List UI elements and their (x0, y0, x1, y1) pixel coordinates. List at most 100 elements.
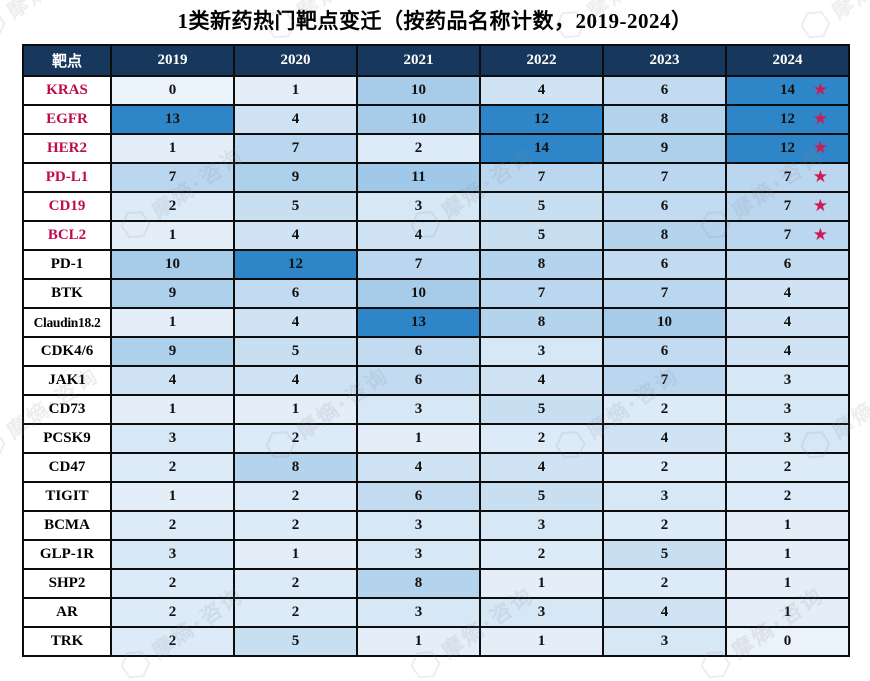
target-label-HER2: HER2 (22, 133, 112, 164)
cell-value: 3 (537, 517, 546, 533)
cell-value: 2 (291, 488, 300, 504)
cell-value: 4 (414, 227, 423, 243)
value-cell-CD19-2022: 5 (479, 191, 604, 222)
value-cell-KRAS-2024: 14 ★ (725, 75, 850, 106)
cell-value: 1 (783, 604, 792, 620)
cell-value: 9 (291, 169, 300, 185)
star-icon: ★ (812, 79, 828, 100)
cell-value: 3 (414, 604, 423, 620)
cell-value: 4 (291, 111, 300, 127)
target-label-PCSK9: PCSK9 (22, 423, 112, 454)
value-cell-Claudin18.2-2021: 13 (356, 307, 481, 338)
table-row-PD-1: PD-1 10 12 7 8 6 6 (22, 249, 850, 280)
cell-value: 2 (291, 575, 300, 591)
value-cell-CD47-2021: 4 (356, 452, 481, 483)
value-cell-AR-2021: 3 (356, 597, 481, 628)
value-cell-PD-L1-2019: 7 (110, 162, 235, 193)
value-cell-BCMA-2021: 3 (356, 510, 481, 541)
cell-value: 3 (537, 343, 546, 359)
value-cell-TIGIT-2019: 1 (110, 481, 235, 512)
value-cell-CD47-2022: 4 (479, 452, 604, 483)
value-cell-CD19-2020: 5 (233, 191, 358, 222)
value-cell-BCL2-2023: 8 (602, 220, 727, 251)
cell-value: 3 (783, 430, 792, 446)
value-cell-PD-1-2019: 10 (110, 249, 235, 280)
value-cell-Claudin18.2-2023: 10 (602, 307, 727, 338)
cell-value: 2 (783, 459, 792, 475)
cell-value: 2 (660, 459, 669, 475)
cell-value: 1 (537, 633, 546, 649)
page-title: 1类新药热门靶点变迁（按药品名称计数，2019-2024） (177, 9, 693, 33)
value-cell-PCSK9-2019: 3 (110, 423, 235, 454)
cell-value: 8 (291, 459, 300, 475)
value-cell-PD-1-2022: 8 (479, 249, 604, 280)
table-row-BCMA: BCMA 2 2 3 3 2 1 (22, 510, 850, 541)
value-cell-CD73-2021: 3 (356, 394, 481, 425)
value-cell-EGFR-2020: 4 (233, 104, 358, 135)
table-row-CD47: CD47 2 8 4 4 2 2 (22, 452, 850, 483)
star-icon: ★ (812, 137, 828, 158)
target-label-Claudin18.2: Claudin18.2 (22, 307, 112, 338)
cell-value: 8 (537, 314, 546, 330)
value-cell-BTK-2023: 7 (602, 278, 727, 309)
star-icon: ★ (812, 195, 828, 216)
cell-value: 5 (291, 343, 300, 359)
value-cell-CD73-2022: 5 (479, 394, 604, 425)
cell-value: 5 (537, 401, 546, 417)
value-cell-HER2-2019: 1 (110, 133, 235, 164)
cell-value: 5 (660, 546, 669, 562)
cell-value: 3 (537, 604, 546, 620)
cell-value: 7 (660, 285, 669, 301)
table-row-PD-L1: PD-L1 7 9 11 7 7 7 ★ (22, 162, 850, 193)
value-cell-AR-2020: 2 (233, 597, 358, 628)
cell-value: 6 (660, 343, 669, 359)
cell-value: 1 (291, 546, 300, 562)
value-cell-TIGIT-2024: 2 (725, 481, 850, 512)
table-row-PCSK9: PCSK9 3 2 1 2 4 3 (22, 423, 850, 454)
cell-value: 6 (414, 488, 423, 504)
cell-value: 10 (657, 314, 672, 330)
cell-value: 2 (783, 488, 792, 504)
cell-value: 7 (783, 227, 792, 243)
cell-value: 2 (291, 430, 300, 446)
cell-value: 8 (414, 575, 423, 591)
cell-value: 2 (414, 140, 423, 156)
column-header-2020: 2020 (233, 44, 358, 77)
cell-value: 7 (660, 169, 669, 185)
cell-value: 2 (291, 517, 300, 533)
value-cell-EGFR-2019: 13 (110, 104, 235, 135)
cell-value: 4 (537, 82, 546, 98)
value-cell-CD73-2020: 1 (233, 394, 358, 425)
value-cell-BCMA-2020: 2 (233, 510, 358, 541)
target-label-CDK4/6: CDK4/6 (22, 336, 112, 367)
value-cell-CD73-2023: 2 (602, 394, 727, 425)
value-cell-CD19-2021: 3 (356, 191, 481, 222)
cell-value: 1 (291, 401, 300, 417)
cell-value: 9 (660, 140, 669, 156)
value-cell-PD-L1-2020: 9 (233, 162, 358, 193)
value-cell-PCSK9-2023: 4 (602, 423, 727, 454)
target-label-CD19: CD19 (22, 191, 112, 222)
value-cell-BTK-2020: 6 (233, 278, 358, 309)
cell-value: 7 (783, 169, 792, 185)
value-cell-CD47-2020: 8 (233, 452, 358, 483)
value-cell-PCSK9-2021: 1 (356, 423, 481, 454)
cell-value: 3 (414, 546, 423, 562)
cell-value: 4 (414, 459, 423, 475)
cell-value: 1 (414, 633, 423, 649)
cell-value: 4 (660, 430, 669, 446)
cell-value: 2 (660, 575, 669, 591)
column-header-target: 靶点 (22, 44, 112, 77)
cell-value: 10 (411, 111, 426, 127)
table-row-CDK4/6: CDK4/6 9 5 6 3 6 4 (22, 336, 850, 367)
cell-value: 2 (168, 459, 177, 475)
value-cell-EGFR-2023: 8 (602, 104, 727, 135)
table-row-KRAS: KRAS 0 1 10 4 6 14 ★ (22, 75, 850, 106)
cell-value: 1 (291, 82, 300, 98)
cell-value: 5 (291, 633, 300, 649)
value-cell-GLP-1R-2021: 3 (356, 539, 481, 570)
cell-value: 6 (660, 256, 669, 272)
value-cell-EGFR-2024: 12 ★ (725, 104, 850, 135)
cell-value: 5 (291, 198, 300, 214)
cell-value: 2 (168, 575, 177, 591)
